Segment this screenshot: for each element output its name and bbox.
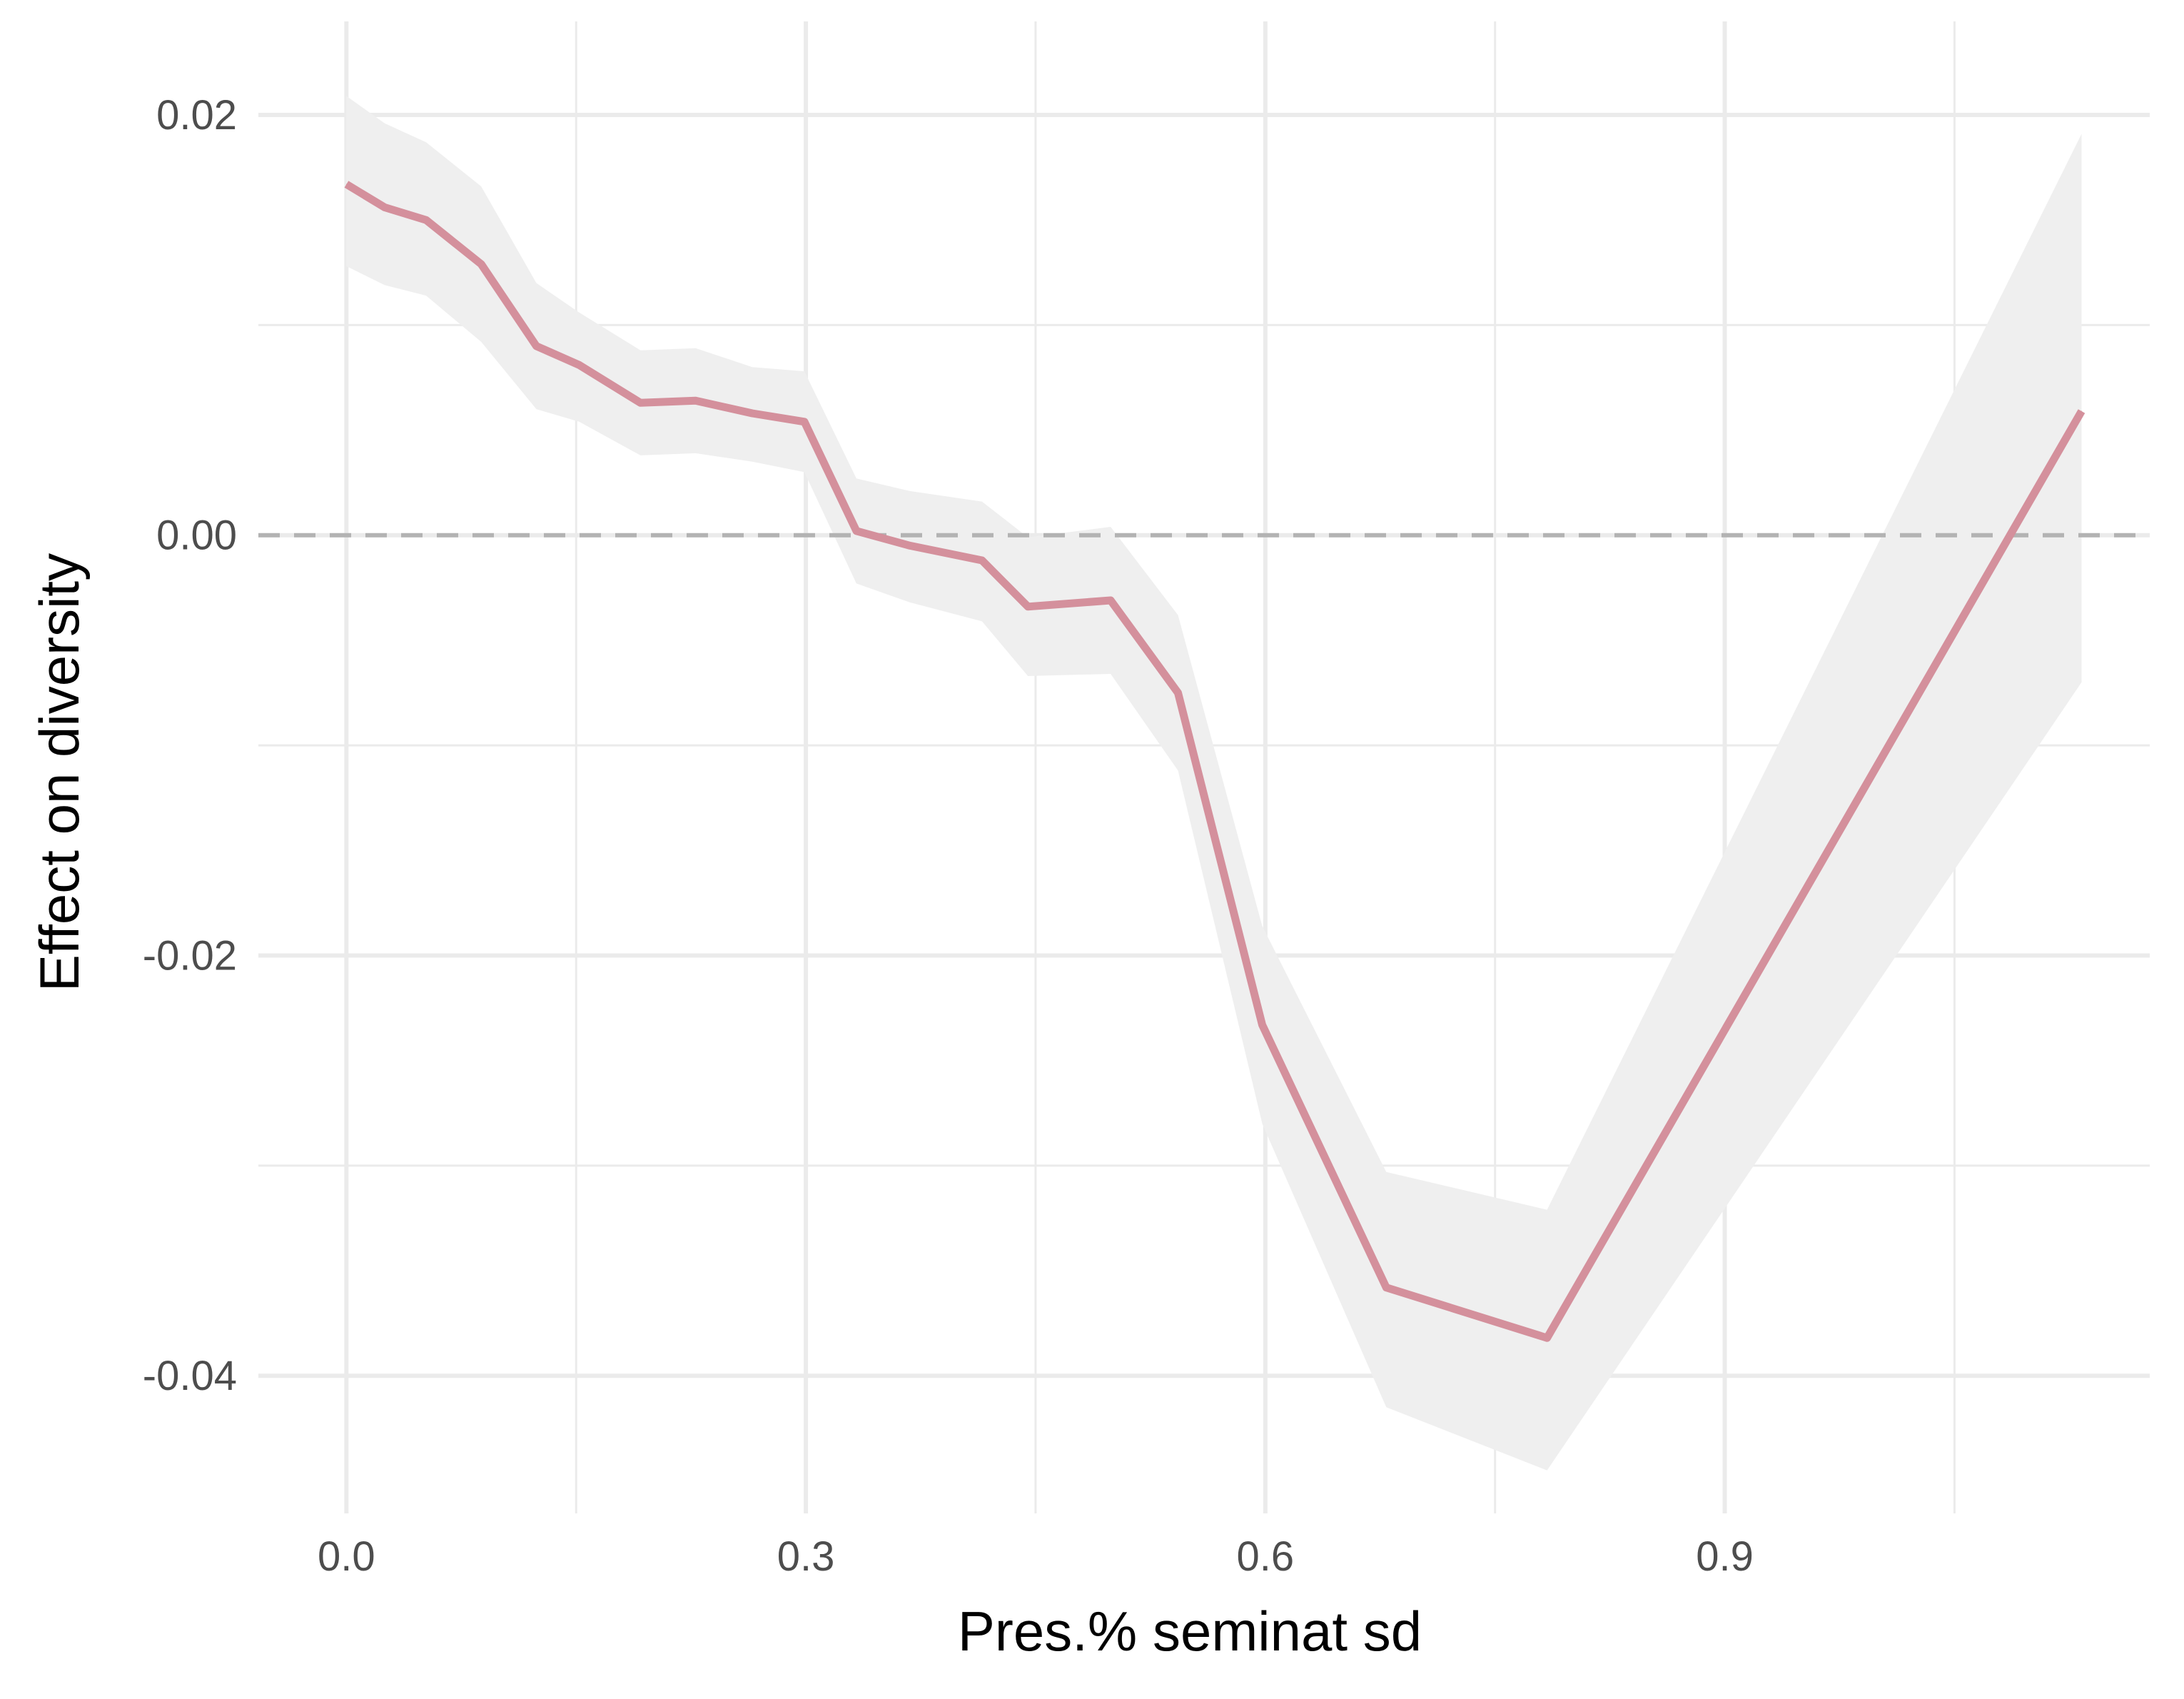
x-tick-label: 0.0	[318, 1533, 375, 1580]
x-tick-label: 0.6	[1237, 1533, 1295, 1580]
x-tick-labels: 0.0 0.3 0.6 0.9	[318, 1533, 1754, 1580]
y-tick-labels: 0.02 0.00 -0.02 -0.04	[143, 92, 237, 1399]
confidence-ribbon	[346, 96, 2082, 1471]
confidence-ribbon-layer	[346, 96, 2082, 1471]
effect-line	[344, 181, 2086, 1342]
effect-point	[345, 183, 347, 185]
y-tick-label: -0.04	[143, 1353, 237, 1399]
effect-point	[695, 400, 697, 401]
effect-point	[981, 560, 983, 561]
y-axis-title: Effect on diversity	[28, 553, 91, 992]
effect-line-layer	[344, 181, 2086, 1342]
x-axis-title: Pres.% seminat sd	[958, 1600, 1422, 1663]
y-tick-label: -0.02	[143, 932, 237, 979]
effect-point	[425, 219, 427, 221]
effect-point	[1385, 1287, 1387, 1289]
y-tick-label: 0.00	[156, 513, 237, 559]
effect-point	[2081, 410, 2083, 412]
x-tick-label: 0.3	[777, 1533, 835, 1580]
effect-point	[1262, 1024, 1263, 1026]
effect-point	[480, 263, 482, 265]
effect-point	[909, 545, 911, 546]
y-tick-label: 0.02	[156, 92, 237, 138]
x-tick-label: 0.9	[1696, 1533, 1754, 1580]
